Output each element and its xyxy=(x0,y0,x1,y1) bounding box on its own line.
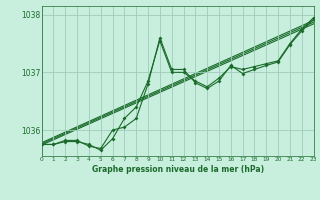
X-axis label: Graphe pression niveau de la mer (hPa): Graphe pression niveau de la mer (hPa) xyxy=(92,165,264,174)
